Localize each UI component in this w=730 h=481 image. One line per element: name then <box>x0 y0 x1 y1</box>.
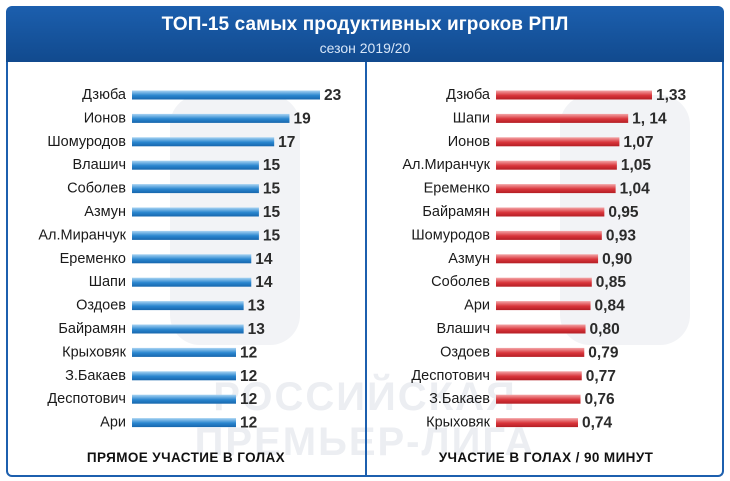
bar <box>496 137 620 147</box>
category-label: Оздоев <box>440 344 490 360</box>
category-label: Ионов <box>84 110 127 126</box>
category-label: Байрамян <box>422 204 490 220</box>
value-label: 1,04 <box>620 181 651 198</box>
category-label: З.Бакаев <box>65 368 126 384</box>
bar <box>496 113 629 123</box>
bar <box>132 184 259 194</box>
value-label: 12 <box>240 391 257 408</box>
category-label: Деспотович <box>411 368 490 384</box>
category-label: Влашич <box>437 321 490 337</box>
category-label: Оздоев <box>76 298 126 314</box>
bar <box>132 371 236 381</box>
category-label: Крыховяк <box>62 344 126 360</box>
bar <box>496 207 605 217</box>
value-label: 1, 14 <box>632 110 667 127</box>
value-label: 0,77 <box>586 368 616 385</box>
category-label: Ал.Миранчук <box>38 227 126 243</box>
bar <box>132 394 236 404</box>
category-label: Еременко <box>424 181 490 197</box>
category-label: Еременко <box>60 251 126 267</box>
bar <box>132 301 244 311</box>
category-label: Азмун <box>448 251 490 267</box>
bar <box>132 324 244 334</box>
bar <box>496 394 581 404</box>
category-label: Влашич <box>73 157 126 173</box>
value-label: 15 <box>263 157 281 174</box>
value-label: 14 <box>255 274 273 291</box>
category-label: Деспотович <box>47 391 126 407</box>
category-label: Байрамян <box>58 321 126 337</box>
category-label: Шомуродов <box>47 134 126 150</box>
value-label: 1,05 <box>621 157 652 174</box>
right-axis-label: УЧАСТИЕ В ГОЛАХ / 90 МИНУТ <box>438 450 654 465</box>
value-label: 12 <box>240 344 257 361</box>
bar <box>496 301 591 311</box>
value-label: 19 <box>293 110 311 127</box>
value-label: 0,79 <box>588 344 619 361</box>
category-label: Дзюба <box>446 87 491 103</box>
bar <box>132 160 259 170</box>
bar <box>132 277 252 287</box>
panel-divider <box>365 62 367 477</box>
chart-title: ТОП-15 самых продуктивных игроков РПЛ <box>161 14 569 35</box>
bar <box>496 160 617 170</box>
chart-subtitle: сезон 2019/20 <box>319 40 411 56</box>
value-label: 0,95 <box>608 204 639 221</box>
bar <box>496 184 616 194</box>
value-label: 12 <box>240 415 257 432</box>
category-label: Крыховяк <box>426 415 490 431</box>
category-label: Ал.Миранчук <box>402 157 490 173</box>
category-label: Дзюба <box>82 87 127 103</box>
bar <box>496 418 578 428</box>
bar <box>132 254 252 264</box>
value-label: 13 <box>248 321 266 338</box>
value-label: 17 <box>278 134 295 151</box>
category-label: Соболев <box>431 274 490 290</box>
category-label: Ари <box>100 415 126 431</box>
category-label: Соболев <box>67 181 126 197</box>
value-label: 0,76 <box>585 391 616 408</box>
category-label: З.Бакаев <box>429 391 490 407</box>
bar <box>496 347 585 357</box>
bar <box>132 113 290 123</box>
category-label: Шомуродов <box>411 227 490 243</box>
value-label: 14 <box>255 251 273 268</box>
bar <box>496 277 592 287</box>
bar <box>132 90 320 100</box>
bar <box>496 371 582 381</box>
bar <box>496 230 602 240</box>
value-label: 15 <box>263 227 281 244</box>
category-label: Азмун <box>84 204 126 220</box>
value-label: 15 <box>263 204 281 221</box>
value-label: 0,84 <box>595 298 626 315</box>
value-label: 0,80 <box>590 321 620 338</box>
bar <box>132 207 259 217</box>
bar <box>132 347 236 357</box>
bar <box>496 254 599 264</box>
value-label: 0,93 <box>606 227 637 244</box>
value-label: 12 <box>240 368 257 385</box>
category-label: Шапи <box>453 110 490 126</box>
value-label: 0,74 <box>582 415 613 432</box>
category-label: Ионов <box>448 134 491 150</box>
chart-header: ТОП-15 самых продуктивных игроков РПЛ се… <box>6 6 724 62</box>
bar <box>132 137 275 147</box>
bar <box>132 230 259 240</box>
value-label: 15 <box>263 181 281 198</box>
value-label: 1,33 <box>656 87 687 104</box>
value-label: 23 <box>324 87 342 104</box>
category-label: Ари <box>464 298 490 314</box>
bar <box>496 90 652 100</box>
right-bar-chart: Дзюба 1,33 Шапи 1, 14 Ионов 1,07 Ал.Миранчук 1,… <box>402 87 687 432</box>
value-label: 0,90 <box>602 251 632 268</box>
category-label: Шапи <box>89 274 126 290</box>
bar <box>496 324 586 334</box>
value-label: 0,85 <box>596 274 627 291</box>
value-label: 1,07 <box>623 134 653 151</box>
value-label: 13 <box>248 298 266 315</box>
left-bar-chart: Дзюба 23 Ионов 19 Шомуродов 17 Влашич 15 Соболев… <box>38 87 342 432</box>
left-axis-label: ПРЯМОЕ УЧАСТИЕ В ГОЛАХ <box>86 450 286 465</box>
bar <box>132 418 236 428</box>
